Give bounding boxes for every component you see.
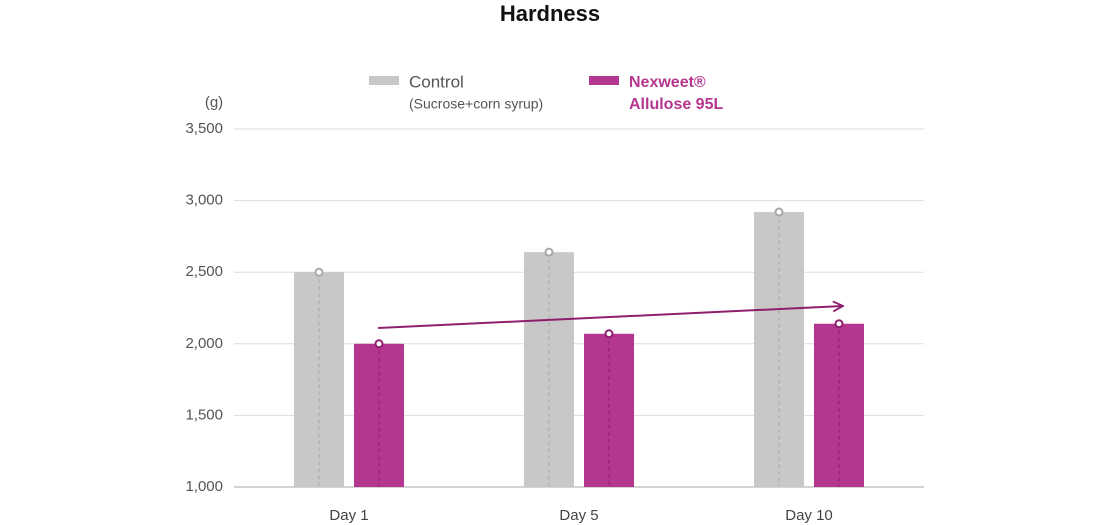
x-tick-label: Day 1: [329, 507, 368, 524]
bar-marker: [604, 329, 614, 339]
plot-area: 1,000 1,500 2,000 2,500 3,000 3,500 Control (Su…: [185, 72, 924, 524]
legend-swatch: [369, 76, 399, 85]
y-tick-label: 2,000: [185, 335, 223, 352]
x-tick-label: Day 10: [785, 507, 833, 524]
bar-marker: [374, 339, 384, 349]
bar-marker: [544, 247, 554, 257]
y-tick-label: 1,500: [185, 406, 223, 423]
bar-marker: [314, 267, 324, 277]
bar-marker: [834, 319, 844, 329]
bar: [524, 252, 574, 487]
y-tick-label: 2,500: [185, 263, 223, 280]
y-tick-label: 3,000: [185, 192, 223, 209]
bar-marker: [774, 207, 784, 217]
legend-label: Nexweet®: [629, 74, 706, 91]
y-tick-label: 1,000: [185, 478, 223, 495]
legend-detail: Allulose 95L: [629, 96, 723, 113]
legend-label: Control: [409, 72, 464, 91]
legend-swatch: [589, 76, 619, 85]
chart-title: Hardness: [500, 1, 600, 26]
y-tick-label: 3,500: [185, 120, 223, 137]
x-tick-label: Day 5: [559, 507, 598, 524]
trend-arrow: [377, 306, 843, 329]
legend-detail: (Sucrose+corn syrup): [409, 96, 543, 112]
y-axis-label: (g): [205, 94, 223, 111]
